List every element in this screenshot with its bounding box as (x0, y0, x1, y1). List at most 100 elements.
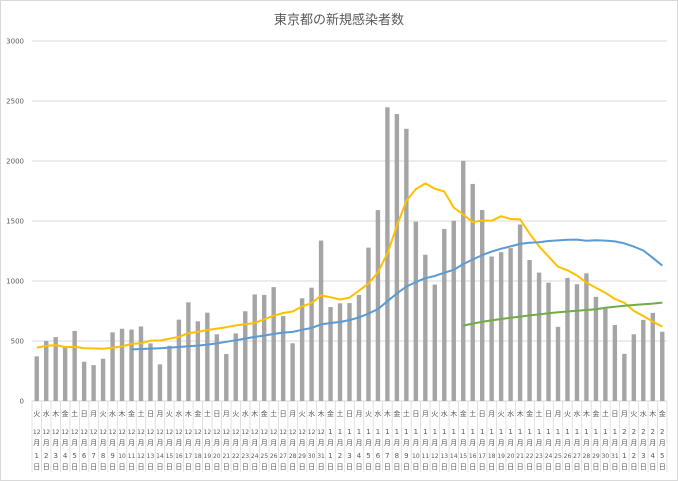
bar (148, 343, 153, 401)
bar (470, 183, 475, 401)
x-month-label: 1 (357, 428, 361, 436)
bar (176, 319, 182, 401)
x-month-label: 1 (489, 428, 493, 436)
x-weekday-label: 日 (346, 410, 353, 418)
bar (290, 343, 295, 401)
x-month-suffix: 月 (128, 439, 135, 447)
bar (44, 341, 49, 401)
bar (167, 345, 172, 401)
bar (546, 282, 551, 401)
x-weekday-label: 金 (659, 409, 666, 418)
x-day-label: 19 (497, 453, 505, 460)
x-day-label: 13 (147, 453, 155, 460)
y-tick-label: 2500 (6, 98, 24, 106)
x-weekday-label: 金 (62, 409, 69, 418)
x-month-label: 1 (537, 428, 541, 436)
x-weekday-label: 火 (365, 410, 372, 418)
x-weekday-label: 月 (223, 410, 230, 418)
x-weekday-label: 火 (630, 410, 637, 418)
x-weekday-label: 土 (270, 409, 277, 418)
x-weekday-label: 火 (498, 410, 505, 418)
x-day-suffix: 日 (659, 463, 666, 471)
x-month-suffix: 月 (308, 439, 315, 447)
x-day-label: 1 (35, 452, 39, 460)
x-month-suffix: 月 (564, 439, 571, 447)
x-day-suffix: 日 (261, 463, 268, 471)
x-month-suffix: 月 (299, 439, 306, 447)
x-weekday-label: 金 (194, 409, 201, 418)
x-day-suffix: 日 (498, 463, 505, 471)
x-day-suffix: 日 (422, 463, 429, 471)
x-month-label: 12 (308, 429, 316, 436)
x-day-suffix: 日 (469, 463, 476, 471)
bar (394, 113, 400, 402)
bar (451, 220, 456, 401)
x-month-suffix: 月 (479, 439, 486, 447)
x-month-label: 1 (461, 428, 465, 436)
x-day-suffix: 日 (270, 463, 277, 471)
x-month-suffix: 月 (62, 439, 69, 447)
x-month-suffix: 月 (517, 439, 524, 447)
bar (461, 160, 466, 401)
x-day-suffix: 日 (365, 463, 372, 471)
x-month-label: 12 (241, 429, 249, 436)
x-day-suffix: 日 (403, 463, 410, 471)
x-day-suffix: 日 (52, 463, 59, 471)
x-month-label: 1 (527, 428, 531, 436)
x-weekday-label: 月 (156, 410, 163, 418)
bar (337, 303, 343, 401)
x-weekday-label: 金 (393, 409, 400, 418)
x-month-suffix: 月 (412, 439, 419, 447)
x-weekday-label: 木 (185, 409, 192, 418)
bar (262, 294, 267, 401)
x-day-label: 30 (602, 453, 610, 460)
x-day-label: 13 (440, 453, 448, 460)
x-weekday-label: 木 (384, 409, 391, 418)
bar (252, 294, 257, 401)
x-weekday-label: 火 (232, 410, 239, 418)
x-month-suffix: 月 (242, 439, 249, 447)
x-day-suffix: 日 (431, 463, 438, 471)
x-weekday-label: 火 (431, 410, 438, 418)
x-month-label: 12 (156, 429, 164, 436)
x-month-suffix: 月 (223, 439, 230, 447)
x-day-suffix: 日 (649, 463, 656, 471)
bar (119, 328, 125, 401)
bar (489, 256, 494, 401)
bar (72, 330, 77, 401)
x-day-suffix: 日 (156, 463, 163, 471)
x-weekday-label: 土 (71, 409, 78, 418)
bar (584, 273, 589, 401)
x-month-suffix: 月 (602, 439, 609, 447)
x-day-suffix: 日 (355, 463, 362, 471)
x-month-label: 12 (204, 429, 212, 436)
bar (555, 326, 561, 401)
y-tick-label: 0 (20, 398, 24, 406)
x-day-suffix: 日 (592, 463, 599, 471)
y-tick-label: 1500 (6, 218, 24, 226)
x-month-suffix: 月 (355, 439, 362, 447)
x-day-label: 27 (279, 453, 287, 460)
bar (205, 312, 210, 401)
x-weekday-label: 日 (412, 410, 419, 418)
x-day-label: 6 (82, 452, 87, 460)
x-month-label: 2 (632, 428, 636, 436)
bar (442, 229, 447, 401)
x-weekday-label: 木 (251, 409, 258, 418)
x-day-suffix: 日 (194, 463, 201, 471)
x-day-label: 7 (91, 452, 95, 460)
bar (479, 209, 485, 401)
x-weekday-label: 土 (602, 409, 609, 418)
x-day-label: 6 (376, 452, 381, 460)
x-month-suffix: 月 (261, 439, 268, 447)
x-month-suffix: 月 (536, 439, 543, 447)
x-day-suffix: 日 (526, 463, 533, 471)
x-day-label: 3 (347, 452, 351, 460)
x-month-label: 1 (546, 428, 550, 436)
x-day-suffix: 日 (299, 463, 306, 471)
x-day-label: 22 (526, 453, 534, 460)
x-month-suffix: 月 (611, 439, 618, 447)
x-weekday-label: 木 (517, 409, 524, 418)
bar (233, 333, 238, 401)
